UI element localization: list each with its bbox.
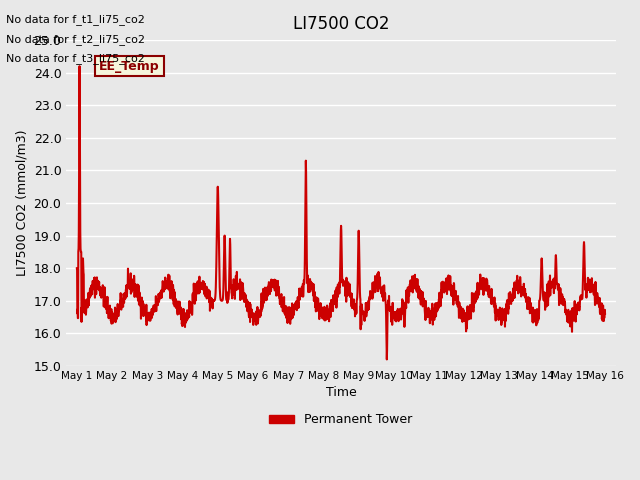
Text: EE_Temp: EE_Temp: [99, 60, 160, 72]
Y-axis label: LI7500 CO2 (mmol/m3): LI7500 CO2 (mmol/m3): [15, 130, 28, 276]
Text: No data for f_t1_li75_co2: No data for f_t1_li75_co2: [6, 14, 145, 25]
Text: No data for f_t2_li75_co2: No data for f_t2_li75_co2: [6, 34, 145, 45]
Legend: Permanent Tower: Permanent Tower: [264, 408, 417, 432]
Title: LI7500 CO2: LI7500 CO2: [292, 15, 389, 33]
Text: No data for f_t3_li75_co2: No data for f_t3_li75_co2: [6, 53, 145, 64]
X-axis label: Time: Time: [326, 386, 356, 399]
